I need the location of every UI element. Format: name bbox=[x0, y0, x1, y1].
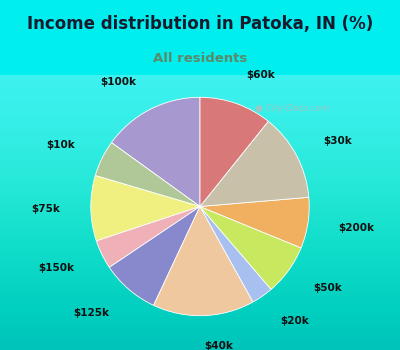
Wedge shape bbox=[200, 206, 271, 302]
Text: $125k: $125k bbox=[73, 308, 109, 317]
Text: $30k: $30k bbox=[323, 136, 352, 146]
Wedge shape bbox=[91, 176, 200, 241]
Wedge shape bbox=[200, 197, 309, 248]
Text: $50k: $50k bbox=[313, 283, 342, 293]
Wedge shape bbox=[109, 206, 200, 305]
Text: Income distribution in Patoka, IN (%): Income distribution in Patoka, IN (%) bbox=[27, 15, 373, 33]
Wedge shape bbox=[200, 206, 301, 289]
Wedge shape bbox=[112, 97, 200, 206]
Wedge shape bbox=[95, 142, 200, 206]
Text: $40k: $40k bbox=[205, 341, 234, 350]
Wedge shape bbox=[96, 206, 200, 267]
Text: $20k: $20k bbox=[280, 316, 308, 326]
Text: ● City-Data.com: ● City-Data.com bbox=[255, 104, 329, 113]
Text: $75k: $75k bbox=[31, 204, 60, 214]
Wedge shape bbox=[200, 97, 268, 206]
Text: $200k: $200k bbox=[338, 223, 374, 233]
Text: $60k: $60k bbox=[246, 70, 275, 79]
Text: $150k: $150k bbox=[38, 263, 74, 273]
Wedge shape bbox=[200, 121, 309, 206]
Wedge shape bbox=[154, 206, 253, 316]
Text: $10k: $10k bbox=[46, 140, 74, 150]
Text: $100k: $100k bbox=[100, 77, 136, 87]
Text: All residents: All residents bbox=[153, 52, 247, 65]
